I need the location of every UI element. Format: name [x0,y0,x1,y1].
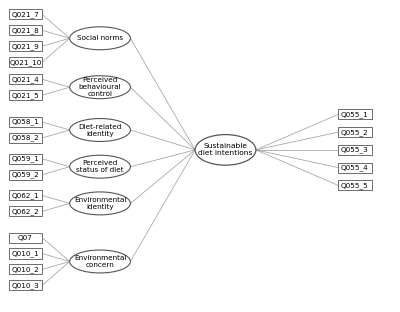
Text: Diet-related
identity: Diet-related identity [78,124,122,137]
Text: Q062_2: Q062_2 [12,208,40,215]
FancyBboxPatch shape [338,180,372,190]
FancyBboxPatch shape [338,163,372,173]
Ellipse shape [195,134,256,165]
FancyBboxPatch shape [9,41,42,51]
Text: Q010_2: Q010_2 [12,266,40,273]
Text: Sustainable
diet intentions: Sustainable diet intentions [198,144,253,156]
FancyBboxPatch shape [9,190,42,201]
FancyBboxPatch shape [9,25,42,35]
FancyBboxPatch shape [9,90,42,100]
FancyBboxPatch shape [9,232,42,243]
Text: Q055_3: Q055_3 [341,147,369,153]
FancyBboxPatch shape [9,117,42,127]
Ellipse shape [70,76,130,99]
FancyBboxPatch shape [9,280,42,290]
FancyBboxPatch shape [9,248,42,259]
Text: Q058_1: Q058_1 [12,119,40,125]
Text: Perceived
behavioural
control: Perceived behavioural control [79,77,121,97]
FancyBboxPatch shape [9,154,42,164]
FancyBboxPatch shape [9,264,42,275]
Text: Q010_3: Q010_3 [12,282,40,289]
Text: Environmental
identity: Environmental identity [74,197,126,210]
FancyBboxPatch shape [9,170,42,180]
Text: Q062_1: Q062_1 [12,192,40,199]
Ellipse shape [70,119,130,141]
Ellipse shape [70,27,130,50]
Text: Q059_2: Q059_2 [12,171,40,178]
Ellipse shape [70,250,130,273]
Text: Q055_4: Q055_4 [341,164,369,171]
Text: Q059_1: Q059_1 [12,155,40,162]
Text: Q055_2: Q055_2 [341,129,369,135]
Text: Q021_8: Q021_8 [12,27,40,34]
Text: Environmental
concern: Environmental concern [74,255,126,268]
FancyBboxPatch shape [338,145,372,155]
Text: Q055_1: Q055_1 [341,111,369,118]
FancyBboxPatch shape [9,74,42,84]
Ellipse shape [70,192,130,215]
Text: Q010_1: Q010_1 [12,250,40,257]
FancyBboxPatch shape [338,127,372,137]
Text: Q021_4: Q021_4 [12,76,40,83]
FancyBboxPatch shape [9,206,42,217]
Text: Q021_7: Q021_7 [12,11,40,18]
FancyBboxPatch shape [338,110,372,119]
FancyBboxPatch shape [9,57,42,67]
Text: Q021_5: Q021_5 [12,92,40,99]
Text: Perceived
status of diet: Perceived status of diet [76,160,124,173]
Text: Q021_9: Q021_9 [12,43,40,50]
Text: Q055_5: Q055_5 [341,182,369,189]
Ellipse shape [70,155,130,178]
Text: Q021_10: Q021_10 [9,59,42,66]
Text: Q07: Q07 [18,235,33,241]
FancyBboxPatch shape [9,133,42,143]
Text: Q058_2: Q058_2 [12,134,40,141]
Text: Social norms: Social norms [77,35,123,41]
FancyBboxPatch shape [9,9,42,19]
